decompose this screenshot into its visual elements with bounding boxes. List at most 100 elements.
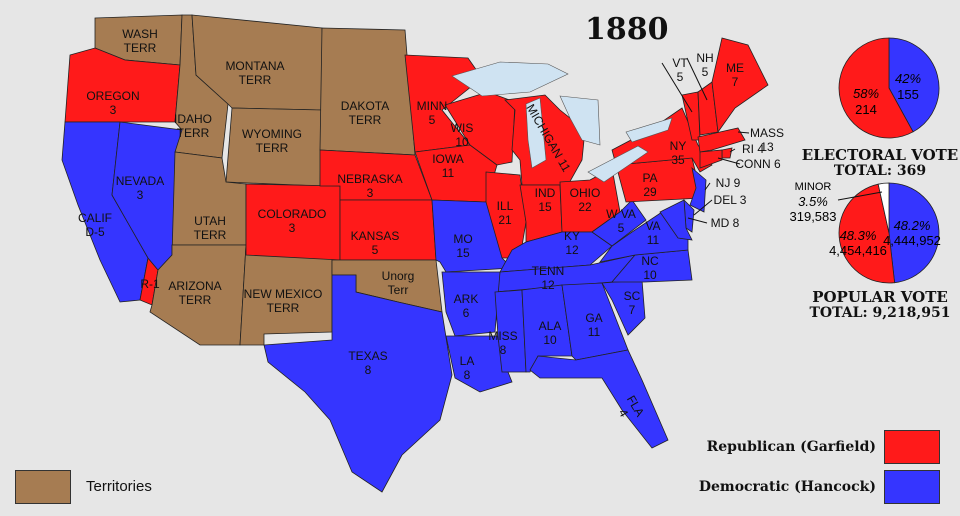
popular-pie-slice-minor: [877, 182, 890, 234]
state-label-pa: PA 29: [642, 171, 657, 199]
state-label-ct: CONN 6: [735, 157, 781, 171]
minor-leader-line: [837, 191, 883, 201]
electoral-dem-count: 155: [897, 87, 919, 102]
state-ms: [494, 289, 527, 373]
state-label-al: ALA 10: [539, 319, 562, 347]
state-label-nc: NC 10: [641, 254, 659, 282]
state-me: [711, 37, 769, 134]
state-md: [659, 199, 693, 241]
popular-dem-pct: 48.2%: [894, 218, 931, 233]
state-nc: [611, 249, 693, 283]
state-ct: [699, 149, 723, 169]
leader-line-md: [687, 217, 708, 224]
state-ar: [441, 271, 501, 337]
state-label-mt: MONTANA TERR: [225, 59, 284, 87]
leader-line-ri: [729, 148, 736, 153]
state-label-mn: MINN 5: [417, 99, 448, 127]
state-label-nj: NJ 9: [716, 176, 741, 190]
state-label-md: MD 8: [711, 216, 740, 230]
leader-line-ct: [717, 157, 741, 165]
state-label-nh: NH 5: [696, 51, 713, 79]
electoral-rep-pct: 58%: [853, 86, 879, 101]
state-label-wa: WASH TERR: [122, 27, 158, 55]
popular-dem-count: 4,444,952: [883, 233, 941, 248]
legend-territories-swatch: [15, 470, 71, 504]
state-label-or: OREGON 3: [86, 89, 139, 117]
state-label-nv: NEVADA 3: [116, 174, 164, 202]
state-ri: [721, 147, 733, 159]
legend-territories-label: Territories: [86, 478, 152, 495]
state-label-nm: NEW MEXICO TERR: [244, 287, 323, 315]
leader-line-vt: [661, 62, 693, 113]
state-label-in: IND 15: [535, 186, 556, 214]
electoral-pie-slice-democratic: [888, 37, 940, 133]
state-label-de: DEL 3: [714, 193, 747, 207]
popular-rep-pct: 48.3%: [840, 228, 877, 243]
state-label-ny: NY 35: [670, 139, 687, 167]
state-label-il: ILL 21: [497, 199, 514, 227]
state-label-ri: RI 4: [742, 142, 764, 156]
state-label-ok: Unorg Terr: [382, 269, 415, 297]
state-mo: [431, 199, 513, 273]
lake-huron: [559, 95, 601, 146]
state-label-wy: WYOMING TERR: [242, 127, 302, 155]
legend-republican-swatch: [884, 430, 940, 464]
popular-minor-pct: 3.5%: [798, 194, 828, 209]
state-fl: [529, 349, 669, 449]
state-label-la: LA 8: [460, 354, 475, 382]
electoral-dem-pct: 42%: [895, 71, 921, 86]
state-label-va: VA 11: [645, 219, 660, 247]
popular-minor-count: 319,583: [790, 209, 837, 224]
legend-republican-label: Republican (Garfield): [706, 439, 876, 455]
state-label-ks: KANSAS 5: [351, 229, 400, 257]
state-label-tn: TENN 12: [532, 264, 565, 292]
state-nj: [689, 166, 707, 213]
state-label-ga: GA 11: [585, 311, 602, 339]
state-label-sc: SC 7: [624, 289, 641, 317]
legend-democratic-label: Democratic (Hancock): [698, 479, 876, 495]
popular-pie-slice-republican: [838, 183, 896, 284]
popular-rep-count: 4,454,416: [829, 243, 887, 258]
leader-line-nh: [686, 57, 708, 101]
state-label-ia: IOWA 11: [432, 152, 464, 180]
state-label-wv: W VA 5: [606, 207, 636, 235]
state-label-dk: DAKOTA TERR: [341, 99, 389, 127]
lake-michigan: [525, 97, 547, 169]
leader-line-de: [693, 199, 713, 216]
electoral-vote-total: TOTAL: 369: [833, 163, 927, 179]
state-label-mo: MO 15: [453, 232, 472, 260]
state-label-me: ME 7: [726, 61, 744, 89]
state-label-ky: KY 12: [564, 229, 580, 257]
popular-pie-slice-democratic: [888, 182, 940, 284]
electoral-vote-title: ELECTORAL VOTE: [801, 146, 959, 164]
state-label-co: COLORADO 3: [258, 207, 327, 235]
state-label-ar: ARK 6: [454, 292, 479, 320]
state-label-ne: NEBRASKA 3: [337, 172, 402, 200]
state-label-az: ARIZONA TERR: [168, 279, 221, 307]
state-tx: [263, 274, 453, 493]
state-label-ut: UTAH TERR: [194, 214, 227, 242]
lake-erie: [587, 145, 649, 183]
electoral-pie-slice-republican: [838, 37, 914, 139]
popular-vote-total: TOTAL: 9,218,951: [809, 305, 951, 321]
state-label-ca_r: R-1: [140, 277, 160, 291]
popular-vote-title: POPULAR VOTE: [812, 288, 948, 306]
legend-democratic-swatch: [884, 470, 940, 504]
leader-line-nj: [704, 182, 711, 191]
state-label-ms: MISS 8: [488, 329, 517, 357]
lake-ontario: [625, 117, 673, 143]
state-label-id: IDAHO TERR: [174, 112, 212, 140]
state-label-oh: OHIO 22: [570, 186, 601, 214]
state-label-vt: VT 5: [672, 56, 688, 84]
state-dk: [319, 27, 416, 156]
electoral-rep-count: 214: [855, 102, 877, 117]
lake-superior: [451, 61, 569, 97]
map-title: 1880: [585, 12, 669, 47]
state-label-ca: CALIF D-5: [78, 211, 112, 239]
state-label-ma: MASS 13: [750, 126, 784, 154]
state-va: [599, 211, 689, 263]
state-label-tx: TEXAS 8: [348, 349, 387, 377]
state-wv: [591, 199, 647, 247]
state-label-wi: WIS 10: [451, 121, 474, 149]
